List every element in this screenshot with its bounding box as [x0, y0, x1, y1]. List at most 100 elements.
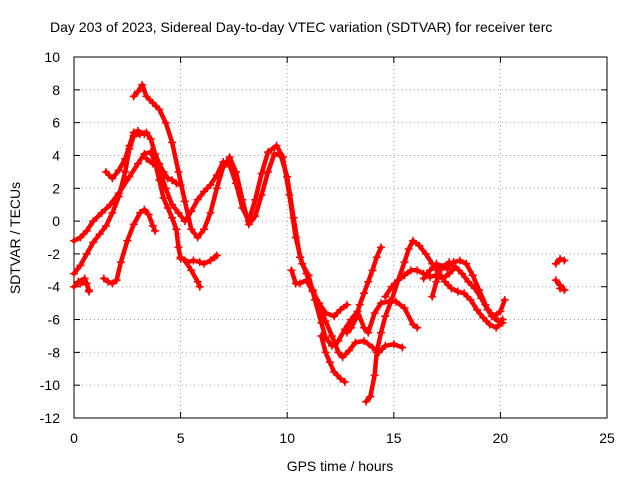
y-tick-label: -8: [48, 344, 61, 360]
data-point: [161, 184, 170, 193]
data-point: [317, 318, 326, 327]
data-point: [163, 174, 172, 183]
data-point: [389, 340, 398, 349]
data-point: [129, 128, 138, 137]
data-point: [155, 105, 164, 114]
data-point: [108, 279, 117, 288]
data-point: [82, 249, 91, 258]
data-point: [342, 328, 351, 337]
data-point: [330, 368, 339, 377]
data-point: [133, 126, 142, 135]
x-tick-label: 5: [177, 430, 185, 446]
data-point: [272, 141, 281, 150]
data-point: [138, 80, 147, 89]
data-point: [104, 277, 113, 286]
data-point: [460, 289, 469, 298]
data-point: [114, 166, 123, 175]
grid-lines: [74, 57, 607, 418]
data-point: [112, 276, 121, 285]
data-point: [340, 377, 349, 386]
data-point: [426, 266, 435, 275]
data-point: [466, 295, 475, 304]
data-point: [163, 203, 172, 212]
data-point: [334, 348, 343, 357]
data-point: [560, 256, 569, 265]
data-point: [82, 279, 91, 288]
data-point: [123, 236, 132, 245]
data-point: [345, 346, 354, 355]
data-point: [438, 274, 447, 283]
data-point: [133, 159, 142, 168]
data-point: [193, 233, 202, 242]
data-point: [351, 338, 360, 347]
data-point: [140, 205, 149, 214]
data-point: [264, 167, 273, 176]
data-point: [494, 317, 503, 326]
data-point: [445, 269, 454, 278]
data-point: [70, 282, 78, 291]
data-point: [200, 259, 209, 268]
data-point: [76, 233, 85, 242]
data-point: [381, 312, 390, 321]
data-point: [447, 284, 456, 293]
data-point: [413, 266, 422, 275]
plot-frame: [73, 56, 608, 419]
data-point: [244, 217, 253, 226]
data-point: [372, 253, 381, 262]
series-arc-4: [101, 207, 158, 286]
data-point: [302, 276, 311, 285]
x-tick-label: 20: [493, 430, 509, 446]
data-point: [421, 249, 430, 258]
data-point: [142, 154, 151, 163]
data-point: [189, 256, 198, 265]
data-point: [195, 282, 204, 291]
data-point: [114, 192, 123, 201]
data-point: [415, 241, 424, 250]
data-point: [327, 331, 336, 340]
data-point: [99, 274, 108, 283]
data-point: [193, 195, 202, 204]
data-point: [556, 254, 565, 263]
data-point: [125, 172, 134, 181]
data-point: [278, 153, 287, 162]
y-tick-label: 10: [44, 49, 60, 65]
data-point: [180, 256, 189, 265]
x-tick-label: 0: [70, 430, 78, 446]
data-point: [84, 287, 93, 296]
data-point: [125, 141, 134, 150]
data-point: [155, 164, 164, 173]
data-point: [148, 159, 157, 168]
y-tick-label: 2: [52, 180, 60, 196]
data-point: [264, 148, 273, 157]
data-point: [168, 138, 177, 147]
data-point: [238, 203, 247, 212]
data-point: [140, 149, 149, 158]
data-point: [270, 149, 279, 158]
data-point: [500, 295, 509, 304]
data-point: [89, 217, 98, 226]
data-point: [381, 292, 390, 301]
data-point: [487, 312, 496, 321]
data-point: [151, 149, 160, 158]
data-point: [212, 171, 221, 180]
data-point: [479, 313, 488, 322]
data-point: [287, 266, 296, 275]
data-point: [101, 167, 110, 176]
data-point: [370, 371, 379, 380]
data-point: [408, 320, 417, 329]
data-point: [455, 256, 464, 265]
data-point: [219, 158, 228, 167]
data-point: [394, 276, 403, 285]
data-point: [144, 210, 153, 219]
data-point: [362, 397, 371, 406]
data-point: [359, 289, 368, 298]
data-point: [364, 328, 373, 337]
data-point: [251, 195, 260, 204]
data-point: [551, 259, 560, 268]
data-point: [225, 161, 234, 170]
data-point: [492, 323, 501, 332]
data-point: [551, 276, 560, 285]
data-point: [174, 243, 183, 252]
data-point: [372, 348, 381, 357]
